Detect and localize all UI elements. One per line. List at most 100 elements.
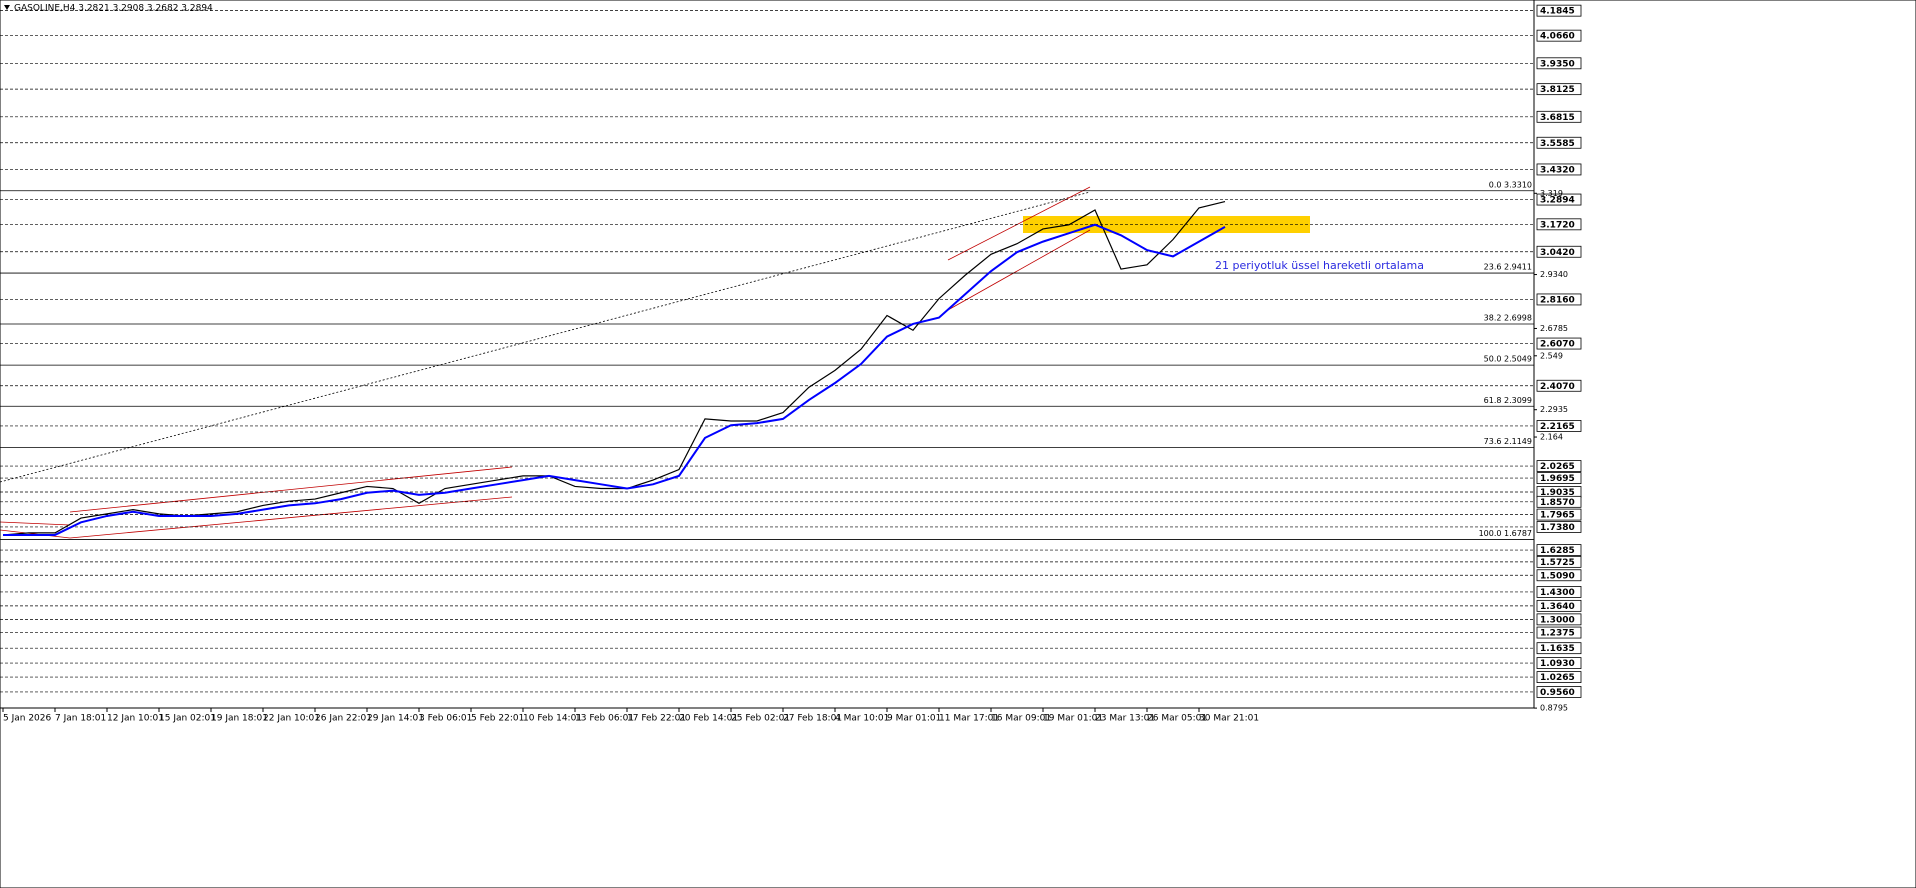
x-tick-label: 15 Jan 02:01 <box>159 714 216 724</box>
x-tick-label: 29 Jan 14:01 <box>367 714 424 724</box>
y-tick-label: 1.1635 <box>1540 644 1575 654</box>
x-tick-label: 20 Feb 14:01 <box>679 714 738 724</box>
fib-label: 73.6 2.1149 <box>1484 437 1532 446</box>
marks <box>2 200 1226 536</box>
y-tick-label: 3.0420 <box>1540 248 1575 258</box>
x-tick-label: 3 Feb 06:01 <box>419 714 472 724</box>
y-tick-label: 3.6815 <box>1540 113 1575 123</box>
grid: 4.1845 4.0660 3.9350 3.8125 3.6815 3.5585 3.43… <box>0 4 1582 724</box>
x-tick-label: 26 Mar 05:01 <box>1147 714 1207 724</box>
y-tick-label: 2.6070 <box>1540 340 1575 350</box>
fib-label: 23.6 2.9411 <box>1484 263 1532 272</box>
level-box <box>1536 29 1582 42</box>
title-arrow <box>4 5 10 10</box>
y-tick-label: 2.4070 <box>1540 382 1575 392</box>
fib-label: 0.0 3.3310 <box>1489 180 1532 189</box>
level-box <box>1536 136 1582 149</box>
y-tick-label: 1.7380 <box>1540 523 1575 533</box>
level-box <box>1536 293 1582 306</box>
y-tick-label: 1.7965 <box>1540 511 1575 521</box>
level-box <box>1536 657 1582 669</box>
fib-label: 38.2 2.6998 <box>1484 313 1532 322</box>
level-box <box>1536 110 1582 123</box>
x-tick-label: 23 Mar 13:01 <box>1095 714 1155 724</box>
y-tick-label: 2.9340 <box>1540 270 1568 279</box>
y-tick-label: 1.8570 <box>1540 498 1575 508</box>
level-box <box>1536 555 1582 568</box>
level-box <box>1536 642 1582 655</box>
y-tick-label: 1.6285 <box>1540 546 1575 556</box>
y-tick-label: 3.1720 <box>1540 220 1575 230</box>
level-box <box>1536 671 1582 683</box>
y-tick-label: 4.0660 <box>1540 32 1575 42</box>
level-box <box>1536 472 1582 484</box>
level-box <box>1536 460 1582 472</box>
level-box <box>1536 57 1582 70</box>
y-tick-label: 4.1845 <box>1540 7 1575 17</box>
y-tick-label: 2.6785 <box>1540 324 1568 333</box>
y-tick-label: 1.0930 <box>1540 659 1575 669</box>
x-tick-label: 30 Mar 21:01 <box>1199 714 1259 724</box>
level-box <box>1536 379 1582 392</box>
x-tick-label: 26 Jan 22:01 <box>315 714 372 724</box>
x-tick-label: 7 Jan 18:01 <box>55 714 106 724</box>
level-box <box>1536 599 1582 612</box>
y-tick-label: 1.9695 <box>1540 474 1575 484</box>
y-tick-label: 2.8160 <box>1540 295 1575 305</box>
level-box <box>1536 544 1582 556</box>
y-tick-label: 1.3640 <box>1540 602 1575 612</box>
y-tick-label: 3.9350 <box>1540 59 1575 69</box>
y-tick-label: 2.549 <box>1540 351 1563 360</box>
chart-title: GASOLINE,H4 3.2821 3.2908 3.2682 3.2894 <box>14 4 213 14</box>
level-box <box>1536 4 1582 17</box>
level-box <box>1536 245 1582 258</box>
x-tick-label: 22 Jan 10:01 <box>263 714 320 724</box>
level-box <box>1536 613 1582 626</box>
level-box <box>1536 626 1582 639</box>
level-box <box>1536 569 1582 582</box>
y-tick-label: 0.8795 <box>1540 704 1568 713</box>
x-tick-label: 25 Feb 02:01 <box>731 714 790 724</box>
x-tick-label: 9 Mar 01:01 <box>887 714 941 724</box>
level-box <box>1536 163 1582 176</box>
level-box <box>1536 337 1582 350</box>
x-tick-label: 10 Feb 14:01 <box>523 714 582 724</box>
level-box <box>1536 420 1582 432</box>
y-tick-label: 1.5090 <box>1540 571 1575 581</box>
level-box <box>1536 508 1582 521</box>
y-tick-label: 1.4300 <box>1540 588 1575 598</box>
fib-label: 50.0 2.5049 <box>1484 355 1532 364</box>
level-box <box>1536 495 1582 508</box>
y-tick-label: 1.2375 <box>1540 629 1575 639</box>
y-tick-label: 3.5585 <box>1540 139 1575 149</box>
x-tick-label: 16 Mar 09:01 <box>991 714 1051 724</box>
x-tick-label: 5 Jan 2026 <box>3 714 51 724</box>
y-tick-label: 2.2165 <box>1540 422 1575 432</box>
x-tick-label: 19 Mar 01:01 <box>1043 714 1103 724</box>
channels <box>0 186 1091 539</box>
x-tick-label: 12 Jan 10:01 <box>107 714 164 724</box>
level-box <box>1536 83 1582 96</box>
x-tick-label: 4 Mar 10:01 <box>835 714 889 724</box>
x-tick-label: 13 Feb 06:01 <box>575 714 634 724</box>
annotation: 21 periyotluk üssel hareketli ortalama <box>1215 259 1424 272</box>
y-tick-label: 1.3000 <box>1540 615 1575 625</box>
y-tick-label: 2.0265 <box>1540 462 1575 472</box>
y-tick-label: 1.0265 <box>1540 673 1575 683</box>
level-box <box>1536 218 1582 231</box>
y-tick-label: 1.9035 <box>1540 488 1575 498</box>
y-tick-label: 3.8125 <box>1540 85 1575 95</box>
x-tick-label: 19 Jan 18:01 <box>211 714 268 724</box>
x-tick-label: 5 Feb 22:01 <box>471 714 524 724</box>
series-line <box>2 200 1226 536</box>
fib-label: 100.0 1.6787 <box>1479 529 1532 538</box>
x-tick-label: 17 Feb 22:01 <box>627 714 686 724</box>
y-tick-label: 2.164 <box>1540 433 1563 442</box>
level-box <box>1536 193 1582 206</box>
y-tick-label: 3.319 <box>1540 189 1563 198</box>
fib-label: 61.8 2.3099 <box>1484 396 1532 405</box>
level-box <box>1536 686 1582 698</box>
